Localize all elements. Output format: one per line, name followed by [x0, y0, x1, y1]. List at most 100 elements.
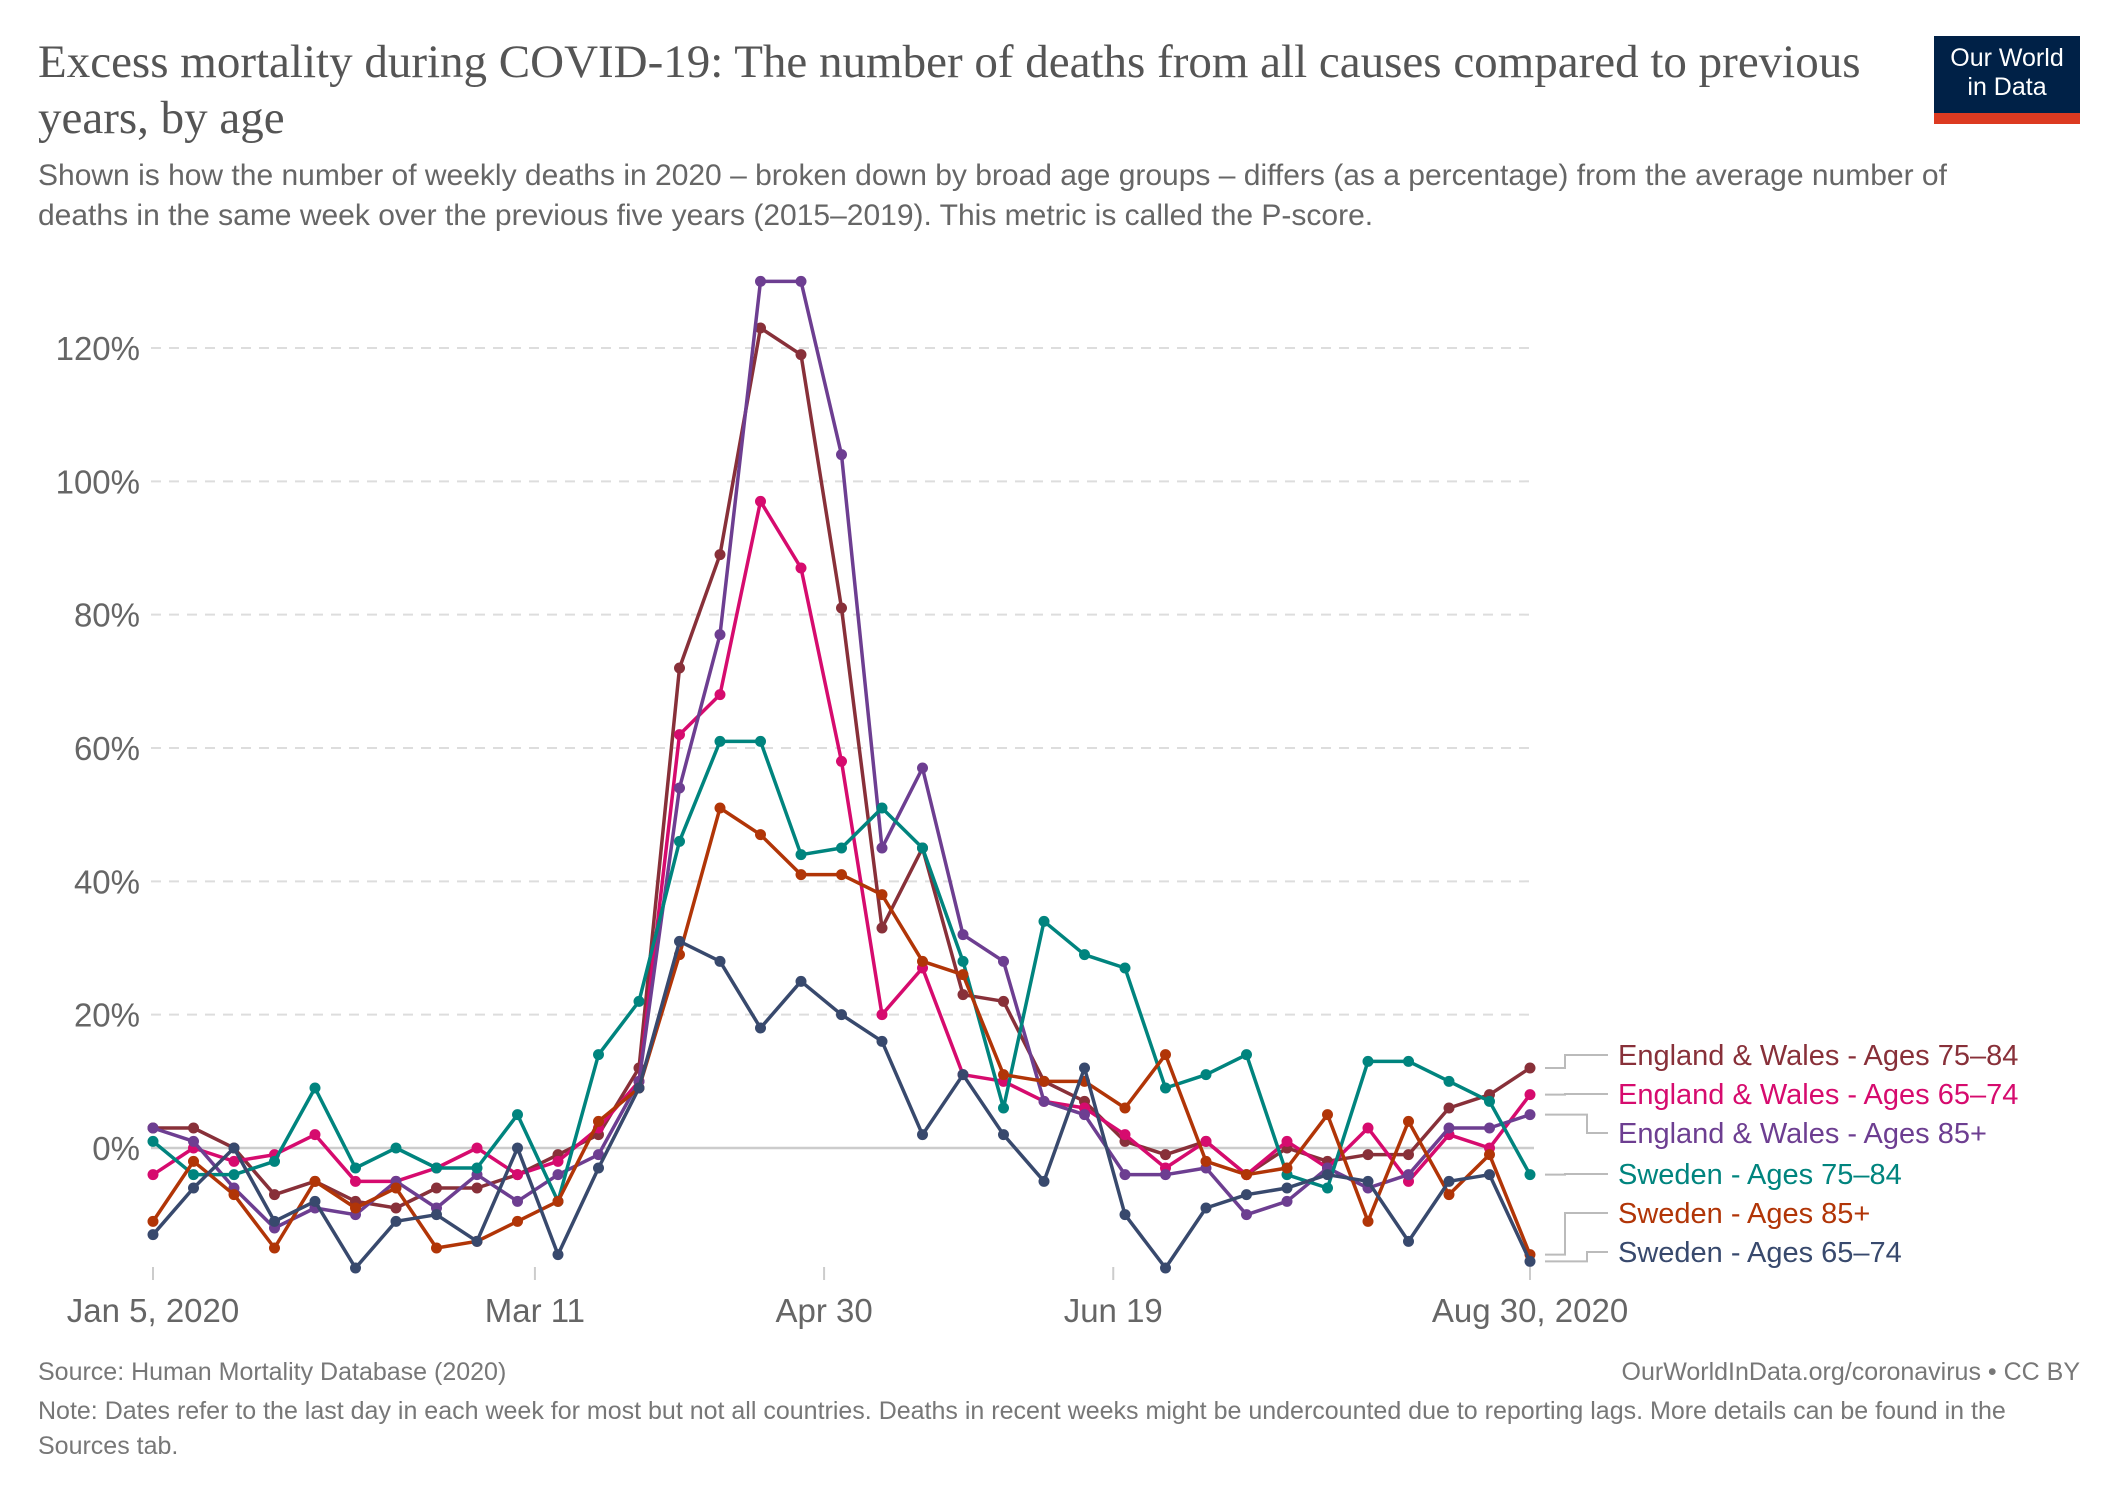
series-5 — [147, 935, 1536, 1274]
series-lines — [147, 275, 1536, 1274]
legend-connector — [1545, 1093, 1608, 1096]
data-point — [1241, 1049, 1252, 1061]
data-point — [188, 1122, 199, 1134]
data-point — [957, 1069, 969, 1081]
data-point — [1362, 1215, 1374, 1227]
data-point — [876, 889, 888, 901]
data-point — [390, 1182, 402, 1194]
data-point — [917, 955, 928, 967]
data-point — [350, 1175, 361, 1187]
data-point — [309, 1195, 321, 1207]
data-point — [1403, 1149, 1414, 1161]
legend: England & Wales - Ages 75–84 England & Wa… — [1545, 1040, 2018, 1269]
data-point — [755, 829, 766, 841]
data-point — [1119, 962, 1131, 974]
data-point — [714, 689, 726, 701]
data-point — [1484, 1095, 1495, 1107]
data-point — [795, 849, 807, 861]
data-point — [431, 1162, 442, 1174]
legend-item: England & Wales - Ages 85+ — [1618, 1118, 1987, 1150]
data-point — [755, 735, 766, 747]
data-point — [957, 969, 969, 981]
data-point — [269, 1242, 280, 1254]
legend-item: England & Wales - Ages 75–84 — [1618, 1040, 2018, 1072]
data-point — [998, 1129, 1009, 1141]
data-point — [309, 1082, 321, 1094]
data-point — [188, 1135, 199, 1147]
data-point — [1160, 1262, 1171, 1274]
data-point — [147, 1122, 159, 1134]
data-point — [471, 1235, 483, 1247]
data-point — [269, 1189, 280, 1201]
data-point — [471, 1182, 483, 1194]
data-point — [795, 275, 807, 287]
data-point — [552, 1249, 564, 1261]
data-point — [1119, 1129, 1131, 1141]
data-point — [836, 842, 847, 854]
data-point — [1524, 1062, 1536, 1074]
data-point — [552, 1195, 564, 1207]
data-point — [1524, 1089, 1536, 1101]
logo-line-1: Our World — [1950, 44, 2064, 72]
data-point — [795, 869, 807, 881]
data-point — [390, 1142, 402, 1154]
legend-connector — [1545, 1173, 1608, 1176]
owid-logo[interactable]: Our World in Data — [1934, 36, 2080, 124]
data-point — [1281, 1162, 1293, 1174]
data-point — [1403, 1055, 1414, 1067]
data-point — [309, 1129, 321, 1141]
data-point — [390, 1215, 402, 1227]
data-point — [1038, 1075, 1050, 1087]
data-point — [1322, 1182, 1333, 1194]
data-point — [674, 835, 685, 847]
data-point — [1079, 949, 1090, 961]
data-point — [552, 1155, 564, 1167]
data-point — [1079, 1109, 1090, 1121]
data-point — [998, 1069, 1009, 1081]
data-point — [674, 782, 685, 794]
data-point — [1362, 1175, 1374, 1187]
data-point — [957, 929, 969, 941]
data-point — [998, 955, 1009, 967]
data-point — [269, 1215, 280, 1227]
data-point — [512, 1195, 523, 1207]
data-point — [1443, 1102, 1455, 1114]
data-point — [593, 1162, 604, 1174]
data-point — [836, 869, 847, 881]
data-point — [836, 602, 847, 614]
data-point — [512, 1142, 523, 1154]
data-point — [1200, 1202, 1212, 1214]
data-point — [795, 562, 807, 574]
data-point — [1160, 1049, 1171, 1061]
data-point — [957, 989, 969, 1001]
data-point — [593, 1149, 604, 1161]
data-point — [1200, 1069, 1212, 1081]
attribution-link[interactable]: OurWorldInData.org/coronavirus • CC BY — [1621, 1358, 2080, 1386]
data-point — [1160, 1169, 1171, 1181]
data-point — [228, 1155, 240, 1167]
data-point — [876, 922, 888, 934]
data-point — [1443, 1189, 1455, 1201]
data-point — [917, 1129, 928, 1141]
data-point — [1241, 1189, 1252, 1201]
legend-item: England & Wales - Ages 65–74 — [1618, 1079, 2018, 1111]
x-tick-label: Apr 30 — [775, 1292, 872, 1329]
legend-item: Sweden - Ages 75–84 — [1618, 1159, 1902, 1191]
data-point — [390, 1202, 402, 1214]
data-point — [755, 322, 766, 334]
data-point — [1524, 1169, 1536, 1181]
y-tick-label: 20% — [74, 997, 140, 1034]
data-point — [552, 1169, 564, 1181]
data-point — [998, 995, 1009, 1007]
data-point — [674, 662, 685, 674]
data-point — [1119, 1209, 1131, 1221]
data-point — [1281, 1182, 1293, 1194]
data-point — [1403, 1235, 1414, 1247]
data-point — [1079, 1062, 1090, 1074]
data-point — [1038, 915, 1050, 927]
data-point — [1484, 1169, 1495, 1181]
data-point — [350, 1202, 361, 1214]
data-point — [1200, 1155, 1212, 1167]
data-point — [674, 935, 685, 947]
data-point — [876, 802, 888, 814]
